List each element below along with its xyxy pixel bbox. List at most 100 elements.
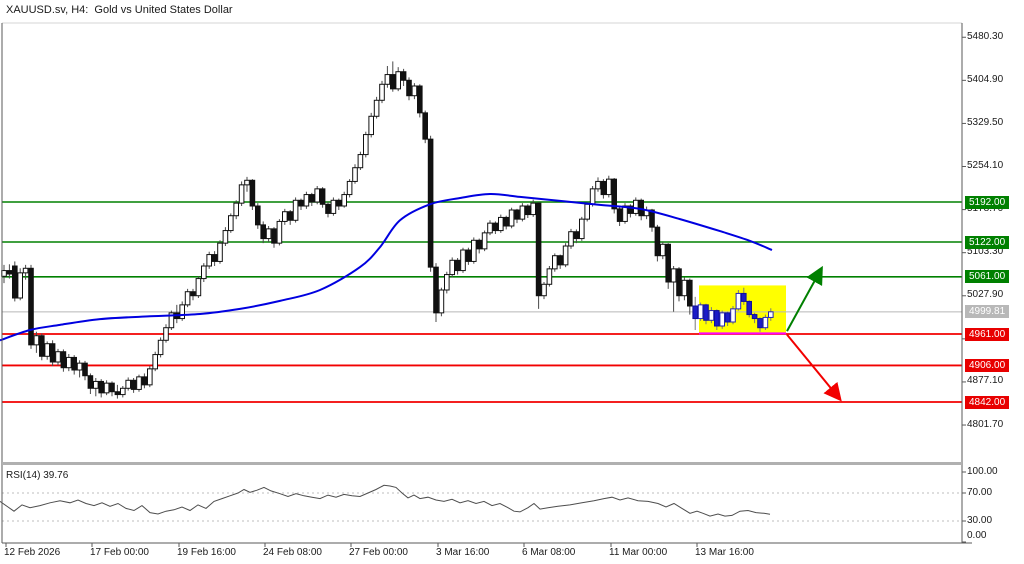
candle-body — [627, 205, 634, 214]
resistance-price-badge: 5192.00 — [965, 195, 1010, 209]
candle-body — [60, 351, 67, 369]
candle-body — [271, 228, 277, 244]
price-tick-label: 5329.50 — [967, 116, 1004, 128]
candle-body — [130, 379, 137, 390]
candle-body — [98, 380, 105, 394]
consolidation-zone-box — [699, 285, 786, 334]
candle-body — [449, 259, 455, 276]
price-tick-label: 5404.90 — [967, 73, 1004, 85]
candle-body — [276, 220, 283, 244]
candle-body — [12, 265, 18, 299]
rsi-tick-label: 100.00 — [967, 465, 998, 477]
candle-body — [6, 270, 13, 275]
candle-body — [346, 180, 353, 196]
support-price-badge: 4906.00 — [965, 358, 1010, 372]
candle-body — [492, 222, 499, 232]
candle-body — [222, 230, 229, 244]
candle-body — [87, 375, 94, 389]
candle-body — [530, 202, 537, 216]
candle-body — [163, 327, 169, 341]
candle-body — [724, 312, 731, 323]
candle-body — [206, 254, 212, 267]
current-price-badge: 4999.81 — [965, 305, 1010, 319]
price-tick-label: 4877.10 — [967, 375, 1004, 387]
candle-body — [82, 362, 88, 377]
candle-body — [179, 304, 185, 320]
candle-body — [568, 231, 574, 247]
bullish-projection-arrow — [786, 265, 823, 332]
candle-body — [487, 222, 493, 234]
date-label: 17 Feb 00:00 — [90, 547, 149, 558]
candle-body — [341, 194, 347, 207]
candle-body — [746, 300, 753, 316]
candle-body — [465, 249, 472, 262]
candle-body — [557, 255, 564, 266]
candle-body — [319, 188, 326, 205]
candle-body — [330, 199, 337, 214]
chart-title: XAUUSD.sv, H4: Gold vs United States Dol… — [6, 4, 233, 16]
candle-body — [390, 74, 396, 90]
candle-body — [454, 259, 461, 272]
candle-body — [282, 211, 288, 222]
candle-body — [546, 268, 553, 285]
price-axis[interactable]: 5480.30 5404.90 5329.50 5254.10 5178.70 5103.… — [962, 0, 1024, 564]
price-tick-label: 5480.30 — [967, 30, 1004, 42]
candle-body — [303, 194, 310, 207]
date-label: 24 Feb 08:00 — [263, 547, 322, 558]
candle-body — [589, 188, 596, 205]
candle-body — [125, 379, 132, 389]
candle-body — [762, 316, 769, 329]
candle-body — [541, 283, 547, 297]
price-tick-label: 5103.30 — [967, 246, 1004, 258]
candle-body — [190, 291, 196, 297]
candle-body — [476, 239, 482, 250]
candle-body — [411, 85, 418, 97]
candle-body — [735, 292, 742, 310]
candle-body — [400, 71, 407, 81]
candle-body — [22, 267, 29, 274]
candle-body — [508, 209, 515, 227]
candle-body — [217, 242, 223, 262]
rsi-tick-label: 30.00 — [967, 514, 993, 526]
candle-body — [579, 218, 585, 240]
candle-body — [260, 224, 266, 240]
resistance-price-badge: 5122.00 — [965, 235, 1010, 249]
price-tick-label: 4801.70 — [967, 418, 1004, 430]
candle-body — [17, 272, 23, 299]
candle-body — [751, 314, 758, 320]
price-tick-label: 5178.70 — [967, 203, 1004, 215]
candle-body — [28, 267, 34, 346]
rsi-tick-label: 0.00 — [967, 529, 987, 541]
date-label: 13 Mar 16:00 — [695, 547, 754, 558]
moving-average-line — [0, 192, 773, 342]
candle-body — [292, 199, 299, 221]
candle-body — [152, 354, 158, 370]
candle-body — [379, 83, 385, 101]
time-axis[interactable]: 12 Feb 2026 17 Feb 00:00 19 Feb 16:00 24 Fe… — [0, 545, 962, 563]
candle-body — [757, 318, 763, 329]
candle-body — [157, 339, 164, 356]
support-price-badge: 4961.00 — [965, 327, 1010, 341]
candle-body — [233, 202, 239, 217]
panel-separator — [2, 462, 962, 465]
candle-body — [606, 178, 612, 196]
candle-body — [66, 356, 72, 369]
candle-body — [120, 387, 126, 396]
candle-body — [195, 278, 202, 297]
candle-body — [147, 368, 153, 386]
candle-body — [611, 178, 618, 210]
rsi-indicator-label: RSI(14) 39.76 — [6, 470, 69, 481]
candle-body — [697, 304, 704, 320]
date-label: 6 Mar 08:00 — [522, 547, 576, 558]
candle-body — [719, 312, 726, 327]
date-label: 27 Feb 00:00 — [349, 547, 408, 558]
candle-body — [519, 205, 526, 220]
candle-body — [670, 268, 677, 283]
candle-body — [368, 115, 374, 136]
candle-body — [103, 382, 110, 394]
candle-body — [325, 203, 331, 214]
candle-body — [665, 243, 672, 283]
candle-body — [616, 208, 623, 222]
